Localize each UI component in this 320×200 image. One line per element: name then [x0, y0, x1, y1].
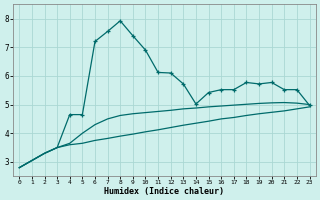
- X-axis label: Humidex (Indice chaleur): Humidex (Indice chaleur): [104, 187, 224, 196]
